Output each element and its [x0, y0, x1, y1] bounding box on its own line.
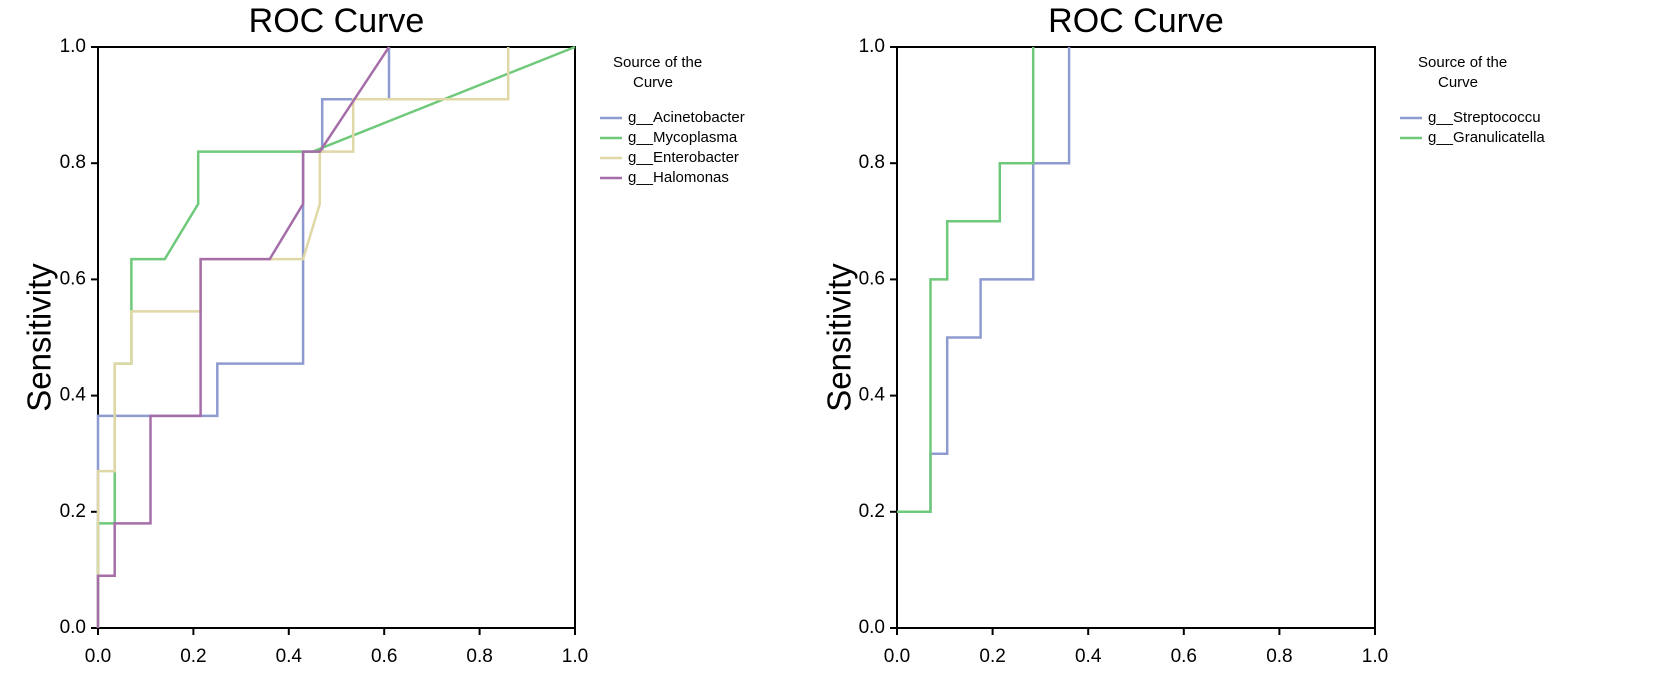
y-tick-label: 1.0	[859, 36, 885, 57]
x-tick-label: 0.4	[276, 646, 303, 667]
roc-series-gstreptococcu	[897, 47, 1071, 514]
legend: Source of the Curve g__Acinetobacter g__Myc…	[600, 54, 745, 186]
x-tick-label: 0.0	[85, 646, 111, 667]
y-tick-label: 0.0	[859, 617, 885, 638]
y-axis-label: Sensitivity	[21, 263, 58, 412]
x-tick-label: 0.6	[1171, 646, 1197, 667]
chart-title: ROC Curve	[249, 2, 425, 40]
legend-title: Source of the	[1418, 54, 1507, 71]
roc-series-gmycoplasma	[96, 45, 576, 628]
x-tick-label: 0.8	[466, 646, 492, 667]
legend-title: Curve	[633, 74, 673, 91]
x-tick-label: 0.6	[371, 646, 397, 667]
y-tick-label: 0.4	[859, 385, 886, 406]
y-axis-label: Sensitivity	[821, 263, 858, 412]
plot-frame	[97, 46, 576, 629]
y-tick-label: 0.2	[859, 501, 885, 522]
x-tick-label: 0.0	[884, 646, 910, 667]
x-tick-label: 1.0	[562, 646, 588, 667]
legend: Source of the Curve g__Streptococcu g__Gran…	[1400, 54, 1545, 146]
legend-label: g__Enterobacter	[628, 149, 739, 166]
legend-label: g__Halomonas	[628, 169, 729, 186]
y-tick-label: 0.8	[60, 152, 86, 173]
roc-panel-1: ROC Curve Sensitivity 0.0 0.2 0.4 0.6 0.8 1.0 0.…	[21, 2, 745, 667]
y-tick-label: 0.6	[60, 268, 86, 289]
x-tick-label: 0.4	[1075, 646, 1102, 667]
legend-label: g__Mycoplasma	[628, 129, 738, 146]
roc-series-ghalomonas	[96, 46, 391, 628]
y-tick-label: 1.0	[60, 36, 86, 57]
y-tick-label: 0.4	[60, 385, 87, 406]
legend-title: Curve	[1438, 74, 1478, 91]
y-tick-label: 0.8	[859, 152, 885, 173]
x-tick-label: 0.2	[180, 646, 206, 667]
chart-title: ROC Curve	[1048, 2, 1224, 40]
plot-frame	[896, 46, 1376, 629]
roc-series-gacinetobacter	[96, 47, 391, 628]
x-tick-label: 0.8	[1266, 646, 1292, 667]
x-tick-label: 1.0	[1362, 646, 1388, 667]
y-tick-label: 0.0	[60, 617, 86, 638]
y-tick-label: 0.2	[60, 501, 86, 522]
roc-series-ggranulicatella	[897, 47, 1035, 514]
roc-panel-2: ROC Curve Sensitivity 0.0 0.2 0.4 0.6 0.8 1.0 0.…	[821, 2, 1546, 667]
legend-title: Source of the	[613, 54, 702, 71]
legend-label: g__Acinetobacter	[628, 109, 745, 126]
y-tick-label: 0.6	[859, 268, 885, 289]
legend-label: g__Streptococcu	[1428, 109, 1541, 126]
legend-label: g__Granulicatella	[1428, 129, 1545, 146]
x-tick-label: 0.2	[979, 646, 1005, 667]
